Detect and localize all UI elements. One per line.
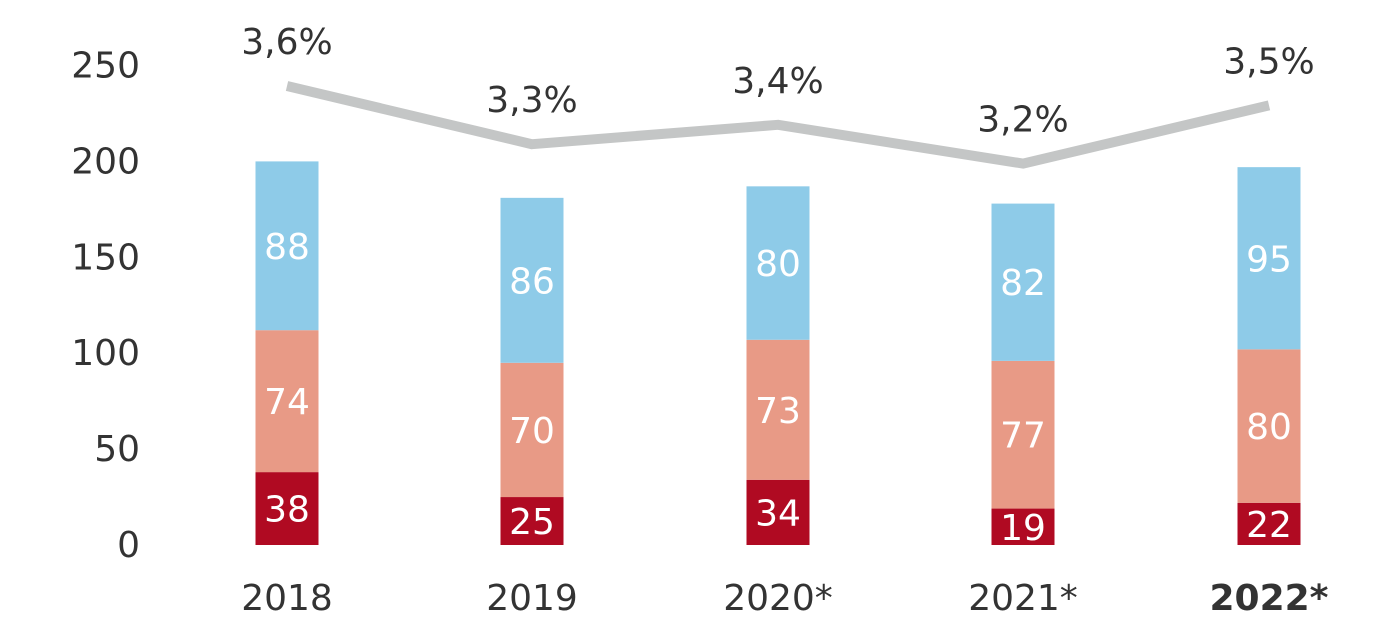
bar-stacks: 38 74 88 25 70 86 34 73 80 19 77 82 22 80 95 xyxy=(255,161,1301,549)
bar-segment xyxy=(255,161,319,331)
y-axis-ticks: 0 50 100 150 200 250 xyxy=(71,46,140,567)
bar-value-label: 86 xyxy=(509,261,555,302)
y-tick-label: 200 xyxy=(71,141,140,182)
line-value-label: 3,3% xyxy=(486,80,577,121)
bar-segment xyxy=(500,197,564,363)
bar-segment xyxy=(746,479,810,545)
bar-segment xyxy=(255,472,319,545)
bar-segment xyxy=(500,362,564,498)
bar-segment xyxy=(255,330,319,473)
bar-segment xyxy=(1237,502,1301,545)
bar-value-label: 73 xyxy=(755,391,801,432)
y-tick-label: 50 xyxy=(94,429,140,470)
line-value-label: 3,5% xyxy=(1223,41,1314,82)
bar-value-label: 80 xyxy=(755,244,801,285)
x-tick-label: 2020* xyxy=(723,578,833,619)
x-tick-label: 2019 xyxy=(486,578,578,619)
bar-value-label: 82 xyxy=(1000,263,1046,304)
bar-segment xyxy=(746,186,810,340)
x-tick-label: 2022* xyxy=(1209,578,1328,619)
bar-value-label: 19 xyxy=(1000,508,1046,549)
percentage-line: 3,6% 3,3% 3,4% 3,2% 3,5% xyxy=(241,22,1315,169)
y-tick-label: 100 xyxy=(71,333,140,374)
bar-value-label: 77 xyxy=(1000,416,1046,457)
line-value-label: 3,4% xyxy=(732,61,823,102)
y-tick-label: 150 xyxy=(71,237,140,278)
bar-segment xyxy=(1237,167,1301,350)
bar-segment xyxy=(746,339,810,480)
bar-value-label: 34 xyxy=(755,493,801,534)
y-tick-label: 250 xyxy=(71,46,140,87)
bar-segment xyxy=(1237,349,1301,503)
x-tick-label: 2021* xyxy=(968,578,1078,619)
line-value-label: 3,2% xyxy=(977,100,1068,141)
line-value-label: 3,6% xyxy=(241,22,332,63)
bar-segment xyxy=(991,360,1055,509)
bar-value-label: 70 xyxy=(509,411,555,452)
x-axis-labels: 2018 2019 2020* 2021* 2022* xyxy=(241,578,1328,619)
bar-value-label: 25 xyxy=(509,502,555,543)
bar-value-label: 74 xyxy=(264,382,310,423)
bar-value-label: 38 xyxy=(264,490,310,531)
bar-value-label: 80 xyxy=(1246,407,1292,448)
bar-segment xyxy=(991,508,1055,545)
bar-segment xyxy=(991,203,1055,361)
bar-value-label: 88 xyxy=(264,227,310,268)
y-tick-label: 0 xyxy=(117,525,140,566)
bar-segment xyxy=(500,497,564,545)
bar-value-label: 22 xyxy=(1246,505,1292,546)
bar-value-label: 95 xyxy=(1246,239,1292,280)
x-tick-label: 2018 xyxy=(241,578,333,619)
percentage-line-path xyxy=(285,81,1271,169)
